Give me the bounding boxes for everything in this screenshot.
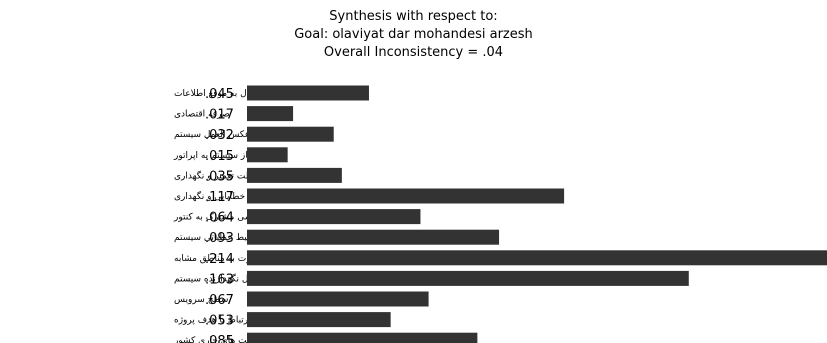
value-label: .214: [205, 252, 234, 267]
value-label: .117: [205, 190, 234, 205]
bar: [247, 85, 369, 101]
bar: [247, 167, 342, 183]
value-label: .163: [205, 272, 234, 287]
bar: [247, 188, 565, 204]
value-label: .067: [205, 293, 234, 308]
chart-title: Synthesis with respect to:: [329, 9, 498, 24]
category-label: محیط عملیاتی سیستم: [174, 233, 258, 243]
category-label: انتقال به موقع اطلاعات: [174, 89, 262, 99]
chart-header: Synthesis with respect to: Goal: olaviya…: [0, 8, 827, 62]
bar: [247, 332, 478, 343]
bar: [247, 291, 429, 307]
bar: [247, 147, 288, 163]
category-label: زمان عکس العمل سیستم: [174, 130, 272, 140]
value-label: .064: [205, 211, 234, 226]
goal-label: Goal: olaviyat dar mohandesi arzesh: [294, 27, 533, 42]
value-label: .045: [205, 87, 234, 102]
value-label: .032: [205, 128, 234, 143]
category-label: نیاز سیستم به اپراتور: [173, 151, 253, 161]
bar: [247, 209, 421, 225]
bar: [247, 250, 827, 266]
value-label: .035: [205, 169, 234, 184]
inconsistency-label: Overall Inconsistency = .04: [323, 45, 504, 60]
bar: [247, 312, 391, 328]
bar: [247, 229, 500, 245]
category-label: صرفه اقتصادی: [174, 110, 230, 120]
value-label: .015: [205, 149, 234, 164]
category-label: عدم دسترسی مشترک به کنتور: [173, 212, 290, 223]
value-label: .085: [205, 334, 234, 343]
bar: [247, 126, 334, 142]
value-label: .053: [205, 314, 234, 329]
category-label: سطح سرویس: [174, 295, 228, 305]
bar: [247, 106, 294, 122]
value-label: .017: [205, 108, 234, 123]
value-label: .093: [205, 231, 234, 246]
category-label: ارتباط با سیاست های جاری کشور: [173, 336, 302, 343]
category-label: ارتباط با هدف پروژه: [174, 316, 251, 326]
category-label: سهولت تعمیر و نگهداری: [174, 169, 265, 181]
bar: [247, 270, 689, 286]
